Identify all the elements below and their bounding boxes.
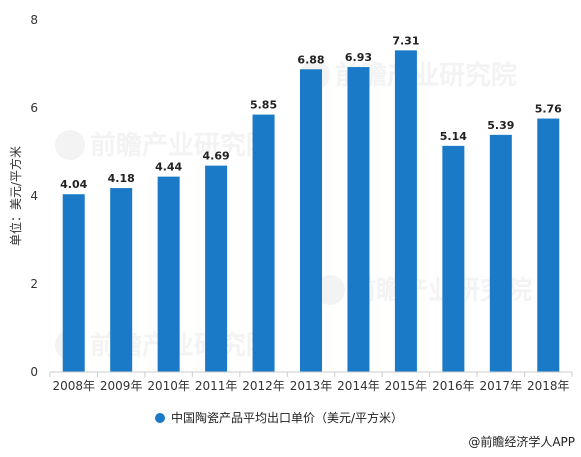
bar-value-label: 4.18 (108, 172, 135, 185)
bar-value-label: 6.88 (297, 53, 324, 66)
bars (62, 50, 560, 373)
svg-text:前瞻产业研究院: 前瞻产业研究院 (90, 130, 272, 161)
bar-value-label: 5.85 (250, 99, 277, 112)
bar (252, 114, 275, 372)
x-tick-label: 2016年 (432, 379, 475, 393)
y-axis-title: 单位：美元/平方米 (8, 146, 23, 246)
y-tick-label: 0 (30, 365, 38, 379)
legend: 中国陶瓷产品平均出口单价（美元/平方米） (155, 410, 403, 425)
x-tick-label: 2008年 (52, 379, 95, 393)
legend-label: 中国陶瓷产品平均出口单价（美元/平方米） (171, 410, 403, 425)
x-tick-label: 2012年 (242, 379, 285, 393)
source-credit: @前瞻经济学人APP (468, 434, 575, 449)
bar (347, 67, 370, 372)
bar-value-label: 4.69 (203, 150, 230, 163)
y-tick-label: 4 (30, 189, 38, 203)
value-labels: 4.04 4.18 4.44 4.69 5.85 6.88 6.93 7.31 5.14 5.39… (60, 34, 562, 191)
x-tick-label: 2009年 (100, 379, 143, 393)
y-tick-label: 2 (30, 277, 38, 291)
bar-value-label: 5.39 (487, 119, 514, 132)
y-tick-label: 8 (30, 13, 38, 27)
y-tick-label: 6 (30, 101, 38, 115)
bar-value-label: 5.76 (535, 103, 562, 116)
bar (489, 134, 512, 372)
x-tick-label: 2011年 (195, 379, 238, 393)
bar (157, 176, 180, 372)
bar (110, 188, 133, 372)
bar (394, 50, 417, 373)
x-tick-label: 2015年 (385, 379, 428, 393)
bar-value-label: 7.31 (392, 34, 419, 47)
y-axis-ticks: 0 2 4 6 8 (30, 13, 38, 379)
x-tick-label: 2018年 (527, 379, 570, 393)
bar (300, 69, 322, 372)
bar (62, 194, 85, 372)
bar-value-label: 4.04 (60, 178, 87, 191)
bar-value-label: 4.44 (155, 161, 182, 174)
bar (205, 165, 228, 372)
x-tick-label: 2014年 (337, 379, 380, 393)
legend-marker (155, 413, 165, 423)
x-tick-label: 2010年 (147, 379, 190, 393)
x-tick-label: 2017年 (480, 379, 523, 393)
x-axis-ticks: 2008年 2009年 2010年 2011年 2012年 2013年 2014年 2015年… (49, 372, 573, 393)
bar (537, 118, 560, 372)
x-tick-label: 2013年 (290, 379, 333, 393)
bar-value-label: 6.93 (345, 51, 372, 64)
bar (442, 145, 465, 372)
bar-value-label: 5.14 (440, 130, 467, 143)
